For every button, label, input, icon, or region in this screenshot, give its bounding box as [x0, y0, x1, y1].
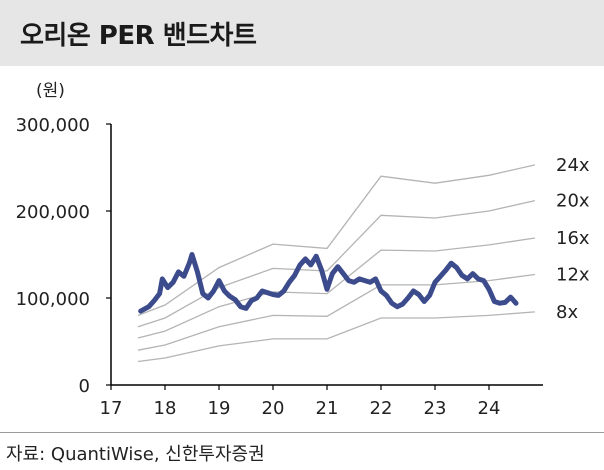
axes	[106, 123, 543, 390]
x-tick-label: 18	[154, 398, 177, 419]
per-band-chart: 8x 12x 16x 20x 24x 0 100,000 200,000 300,000 17 18…	[16, 115, 590, 419]
x-tick-label: 20	[262, 398, 285, 419]
band-line-8x	[137, 311, 535, 363]
x-tick-label: 23	[424, 398, 447, 419]
y-tick-label: 300,000	[16, 115, 90, 136]
x-tick-label: 19	[208, 398, 231, 419]
band-label-16x: 16x	[556, 228, 590, 249]
x-tick-label: 22	[370, 398, 393, 419]
y-tick-label: 100,000	[16, 289, 90, 310]
y-tick-label: 200,000	[16, 202, 90, 223]
tick-labels: 8x 12x 16x 20x 24x 0 100,000 200,000 300,000 17 18…	[16, 115, 590, 419]
source-note: 자료: QuantiWise, 신한투자증권	[6, 444, 265, 465]
price-series	[138, 252, 519, 314]
footer-divider	[0, 432, 604, 433]
y-tick-label: 0	[79, 376, 90, 397]
x-tick-label: 17	[100, 398, 123, 419]
band-lines	[137, 164, 536, 363]
band-label-12x: 12x	[556, 265, 590, 286]
band-label-24x: 24x	[556, 155, 590, 176]
band-line-20x	[137, 199, 536, 328]
band-line-16x	[137, 237, 535, 339]
x-tick-label: 24	[478, 398, 501, 419]
band-label-8x: 8x	[556, 302, 578, 323]
band-label-20x: 20x	[556, 191, 590, 212]
chart-title: 오리온 PER 밴드차트	[20, 21, 257, 51]
x-tick-label: 21	[316, 398, 339, 419]
title-bar: 오리온 PER 밴드차트	[0, 0, 604, 66]
y-axis-unit-label: (원)	[36, 81, 65, 101]
band-line-24x	[137, 164, 536, 317]
band-line-12x	[137, 273, 535, 351]
price-line	[138, 252, 519, 314]
